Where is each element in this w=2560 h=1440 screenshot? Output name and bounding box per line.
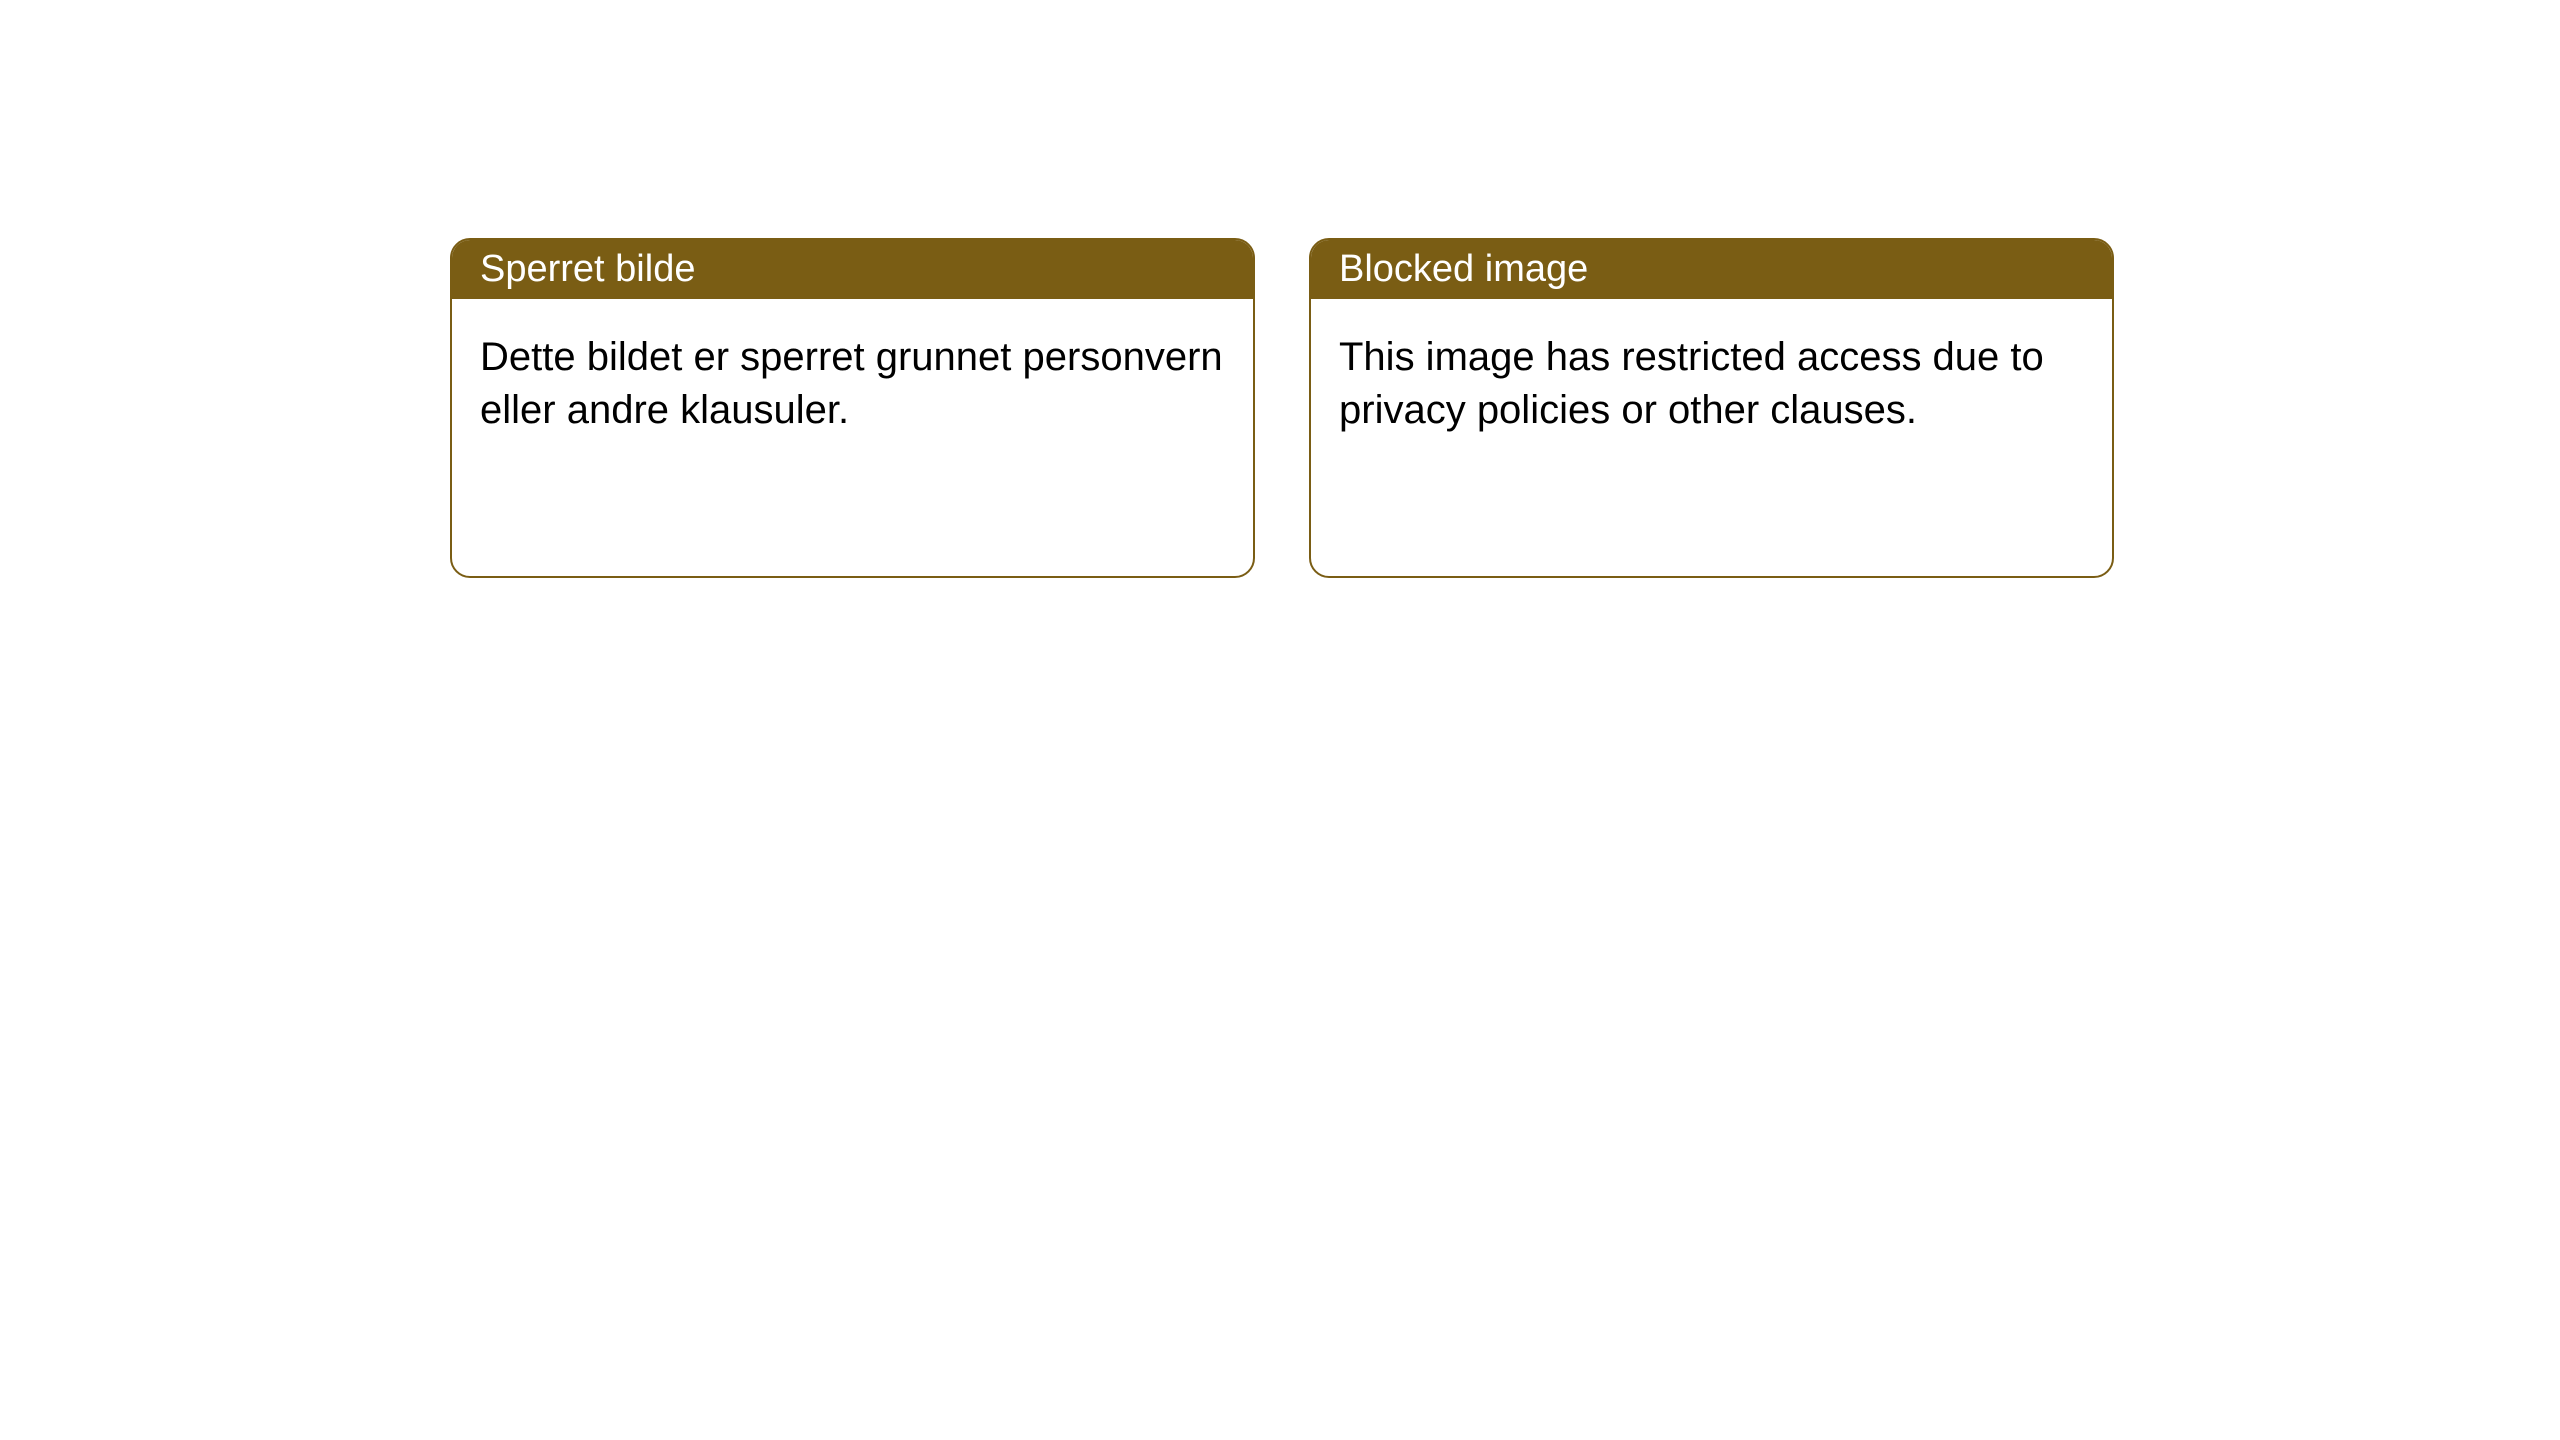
notice-container: Sperret bilde Dette bildet er sperret gr… bbox=[0, 0, 2560, 578]
notice-header: Sperret bilde bbox=[452, 240, 1253, 299]
notice-card-norwegian: Sperret bilde Dette bildet er sperret gr… bbox=[450, 238, 1255, 578]
notice-title: Sperret bilde bbox=[480, 248, 695, 290]
notice-body-text: Dette bildet er sperret grunnet personve… bbox=[480, 335, 1223, 432]
notice-body: This image has restricted access due to … bbox=[1311, 299, 2112, 469]
notice-body-text: This image has restricted access due to … bbox=[1339, 335, 2044, 432]
notice-title: Blocked image bbox=[1339, 248, 1588, 290]
notice-body: Dette bildet er sperret grunnet personve… bbox=[452, 299, 1253, 469]
notice-card-english: Blocked image This image has restricted … bbox=[1309, 238, 2114, 578]
notice-header: Blocked image bbox=[1311, 240, 2112, 299]
